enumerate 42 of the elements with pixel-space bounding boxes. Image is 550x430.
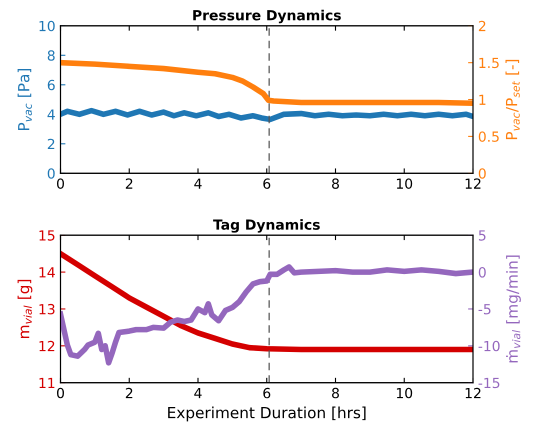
x-tick-label: 4 (194, 178, 202, 189)
y-tick-label: 11 (39, 378, 54, 388)
y-tick-label: 8 (48, 50, 55, 61)
x-tick-label: 2 (126, 178, 132, 189)
x-tick-label: 12 (466, 388, 480, 398)
y-tick-label: 15 (39, 230, 54, 241)
x-tick-label: 0 (56, 178, 64, 189)
y-tick-label: 2 (48, 138, 54, 150)
x-tick-label: 12 (466, 178, 480, 189)
y-tick-label: 13 (39, 304, 55, 314)
y-tick-label: 4 (47, 109, 55, 120)
y2-axis-title: P$_{vac}$/P$_{set}$ [-] (506, 60, 520, 140)
y-tick-label: 6 (48, 80, 55, 90)
y2-tick-label: -15 (478, 378, 500, 388)
y-tick-label: 12 (39, 340, 54, 352)
x-tick-label: 8 (332, 178, 339, 189)
y2-tick-label: 2 (478, 20, 486, 32)
y2-tick-label: -10 (478, 340, 500, 352)
y-axis-title: m$_{vial}$ [g] (18, 280, 32, 338)
x-tick-label: 8 (332, 388, 339, 398)
y2-tick-label: 0 (478, 267, 486, 278)
y-axis-title: P$_{vac}$ [Pa] (18, 68, 32, 130)
y-tick-label: 10 (39, 20, 55, 32)
y2-tick-label: 0.5 (478, 131, 499, 142)
y2-tick-label: -5 (478, 304, 490, 314)
chart-title: Pressure Dynamics (193, 10, 341, 24)
y2-tick-label: 1.5 (479, 58, 499, 68)
x-tick-label: 10 (396, 388, 412, 398)
y2-tick-label: 5 (478, 230, 486, 241)
x-tick-label: 0 (56, 388, 64, 398)
y2-tick-label: 1 (479, 94, 486, 105)
x-tick-label: 4 (194, 388, 202, 398)
y-tick-label: 0 (48, 168, 55, 179)
x-tick-label: 6 (263, 388, 270, 398)
chart-title: Tag Dynamics (213, 219, 320, 233)
x-tick-label: 10 (396, 178, 412, 189)
x-tick-label: 2 (126, 388, 132, 398)
x-axis-title: Experiment Duration [hrs] (168, 406, 366, 422)
y2-tick-label: 0 (478, 168, 486, 179)
y2-axis-title: ṁ$_{vial}$ [mg/min] (506, 256, 521, 362)
x-tick-label: 6 (263, 178, 270, 189)
y-tick-label: 14 (39, 267, 55, 278)
